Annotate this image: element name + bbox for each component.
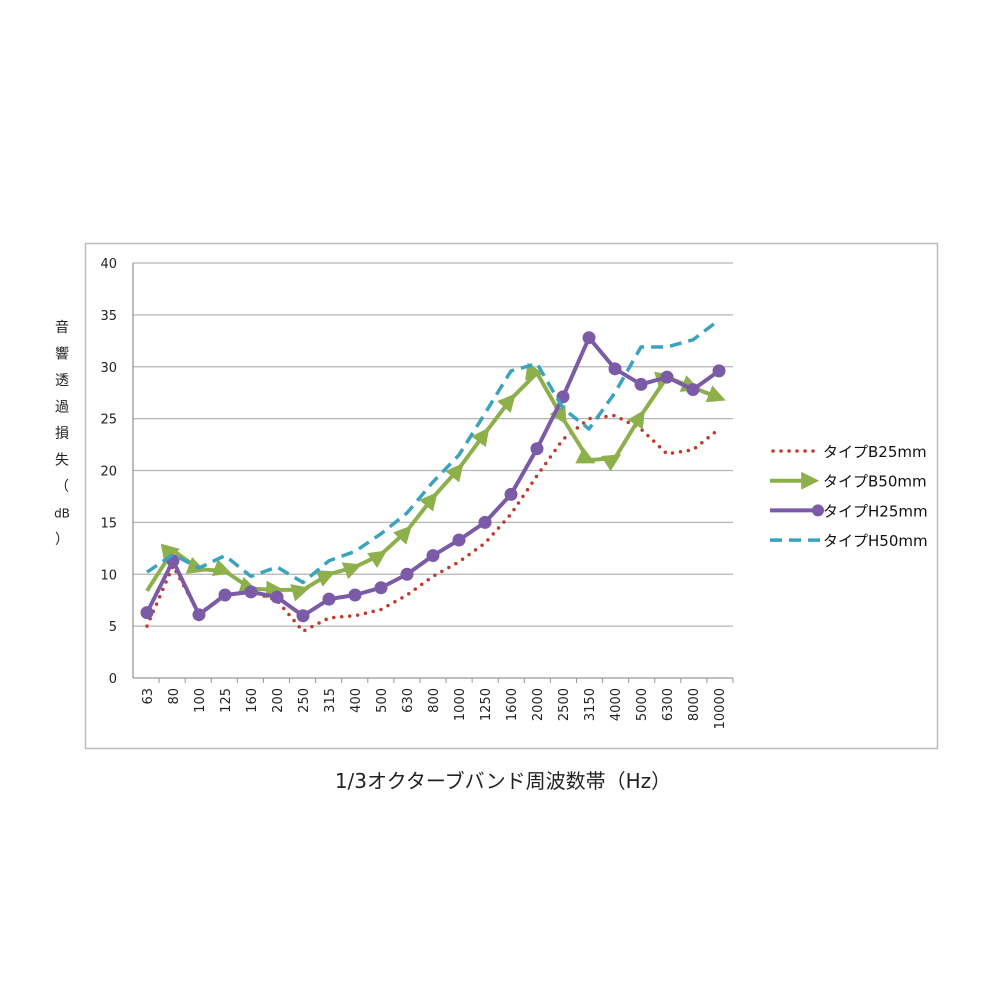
y-axis-title-char: 損	[55, 426, 69, 442]
data-point	[478, 515, 492, 529]
x-tick-label: 100	[193, 688, 208, 713]
series-line-3	[146, 318, 721, 585]
x-tick-label: 160	[245, 688, 260, 713]
data-point	[582, 331, 596, 345]
x-tick-label: 2500	[557, 688, 572, 721]
legend-label: タイプB25mm	[823, 443, 927, 461]
x-tick-label: 5000	[635, 688, 650, 721]
x-tick-label: 400	[349, 688, 364, 713]
data-point	[452, 533, 466, 547]
y-axis-title-char: 透	[55, 373, 69, 389]
y-axis-title-char: （	[55, 479, 69, 495]
data-point	[296, 609, 310, 623]
x-axis-title: 1/3オクターブバンド周波数帯（Hz）	[335, 769, 671, 793]
x-tick-label: 250	[297, 688, 312, 713]
x-tick-label: 500	[375, 688, 390, 713]
x-tick-label: 3150	[583, 688, 598, 721]
data-point	[608, 362, 622, 376]
data-point	[322, 592, 336, 606]
legend-label: タイプB50mm	[823, 473, 927, 491]
y-tick-label: 25	[100, 413, 117, 428]
series-line-1	[145, 362, 726, 602]
x-tick-label: 63	[141, 688, 156, 705]
x-tick-label: 1600	[505, 688, 520, 721]
y-axis-title-char: dB	[54, 507, 70, 521]
legend-label: タイプH50mm	[823, 532, 928, 550]
x-tick-label: 1250	[479, 688, 494, 721]
y-tick-label: 5	[109, 620, 117, 635]
y-tick-label: 30	[100, 361, 117, 376]
data-point	[634, 377, 648, 391]
y-axis-title-char: 響	[55, 346, 69, 363]
x-tick-label: 200	[271, 688, 286, 713]
data-point	[712, 364, 726, 378]
y-tick-label: 40	[100, 257, 117, 272]
x-tick-label: 80	[167, 688, 182, 705]
legend-label: タイプH25mm	[823, 502, 928, 520]
data-point	[140, 606, 154, 620]
data-point	[686, 383, 700, 397]
data-point	[192, 608, 206, 622]
data-point	[374, 581, 388, 595]
y-tick-label: 15	[100, 516, 117, 531]
x-tick-label: 1000	[453, 688, 468, 721]
x-tick-label: 2000	[531, 688, 546, 721]
y-tick-label: 0	[109, 672, 117, 687]
legend-marker	[812, 504, 824, 517]
data-point	[426, 549, 440, 563]
data-point	[244, 585, 258, 599]
x-tick-label: 315	[323, 688, 338, 713]
data-point	[504, 487, 518, 501]
y-tick-label: 10	[100, 568, 117, 583]
x-tick-label: 10000	[713, 688, 728, 729]
x-tick-label: 800	[427, 688, 442, 713]
y-axis-title-char: 失	[55, 453, 69, 469]
data-point	[660, 370, 674, 384]
data-point	[530, 442, 544, 456]
x-tick-label: 630	[401, 688, 416, 713]
y-axis-title-char: ）	[55, 532, 69, 548]
x-tick-label: 125	[219, 688, 234, 713]
data-point	[400, 567, 414, 581]
x-tick-label: 4000	[609, 688, 624, 721]
x-tick-label: 6300	[661, 688, 676, 721]
y-tick-label: 20	[100, 465, 117, 480]
data-point	[348, 588, 362, 602]
y-axis-title-char: 音	[55, 319, 69, 336]
y-axis-title-char: 過	[55, 400, 69, 416]
data-point	[270, 590, 284, 604]
y-tick-label: 35	[100, 309, 117, 324]
data-point	[218, 588, 232, 602]
x-tick-label: 8000	[687, 688, 702, 721]
